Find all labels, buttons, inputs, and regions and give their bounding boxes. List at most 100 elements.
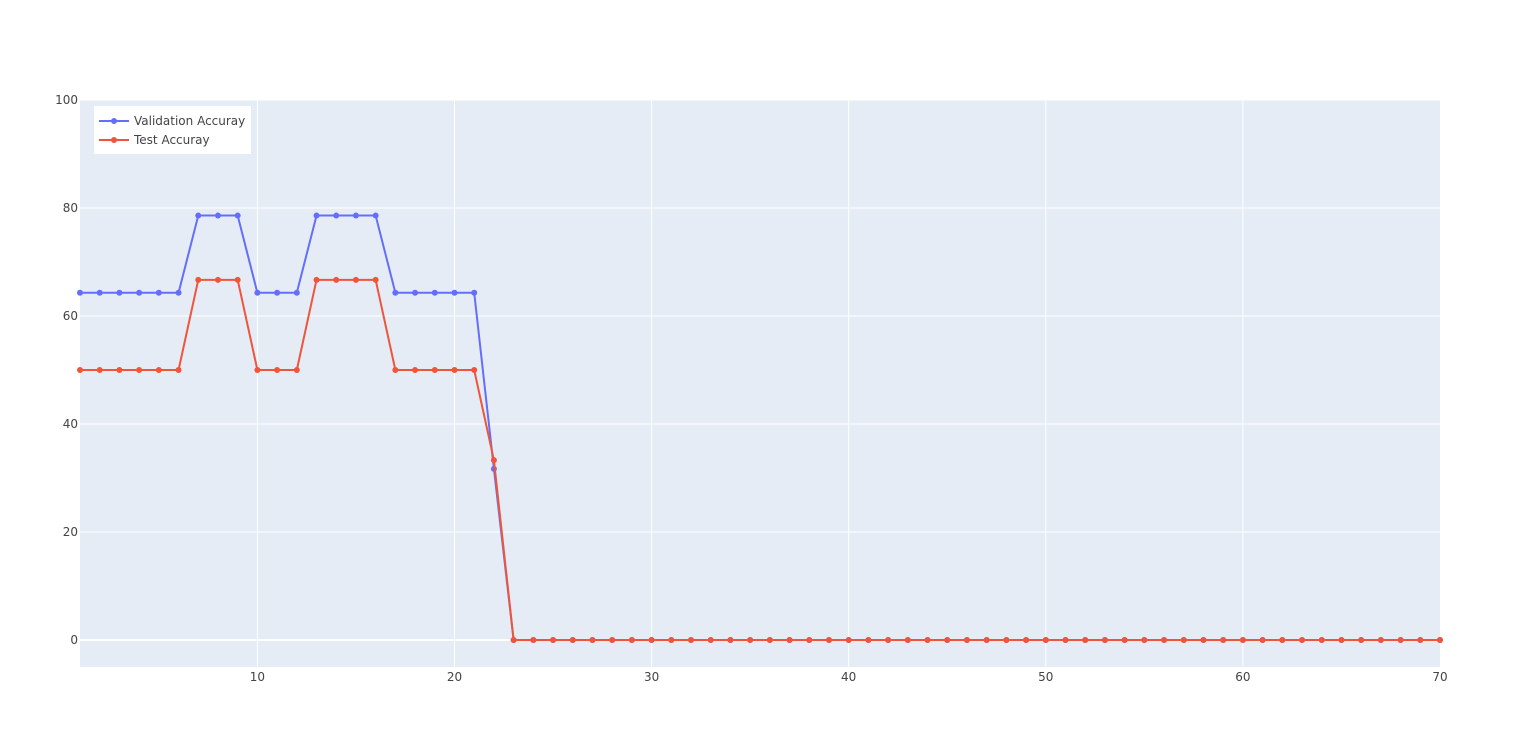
- data-point[interactable]: [155, 289, 162, 296]
- data-point[interactable]: [707, 637, 714, 643]
- data-point[interactable]: [77, 367, 83, 373]
- data-point[interactable]: [471, 367, 478, 373]
- data-point[interactable]: [136, 367, 143, 373]
- data-point[interactable]: [392, 289, 399, 296]
- data-point[interactable]: [530, 637, 537, 643]
- data-point[interactable]: [1417, 637, 1424, 643]
- data-point[interactable]: [175, 289, 182, 296]
- data-point[interactable]: [668, 637, 675, 643]
- x-tick-label: 50: [1038, 670, 1053, 684]
- data-point[interactable]: [1437, 637, 1443, 643]
- legend-item[interactable]: Validation Accuray: [99, 114, 245, 128]
- data-point[interactable]: [1259, 637, 1266, 643]
- data-point[interactable]: [155, 367, 162, 373]
- data-point[interactable]: [747, 637, 754, 643]
- legend[interactable]: Validation Accuray Test Accuray: [94, 106, 251, 154]
- data-point[interactable]: [96, 289, 103, 296]
- data-point[interactable]: [254, 367, 261, 373]
- data-point[interactable]: [1200, 637, 1207, 643]
- data-point[interactable]: [136, 289, 143, 296]
- data-point[interactable]: [490, 457, 497, 464]
- data-point[interactable]: [431, 289, 438, 296]
- data-point[interactable]: [1180, 637, 1187, 643]
- data-point[interactable]: [96, 367, 103, 373]
- data-point[interactable]: [234, 212, 241, 219]
- data-point[interactable]: [471, 289, 478, 296]
- series-test: [77, 276, 1443, 643]
- data-point[interactable]: [1082, 637, 1089, 643]
- data-point[interactable]: [293, 289, 300, 296]
- y-tick-label: 100: [55, 93, 78, 107]
- data-point[interactable]: [944, 637, 951, 643]
- data-point[interactable]: [116, 289, 123, 296]
- data-point[interactable]: [1279, 637, 1286, 643]
- data-point[interactable]: [904, 637, 911, 643]
- data-point[interactable]: [845, 637, 852, 643]
- data-point[interactable]: [786, 637, 793, 643]
- data-point[interactable]: [1358, 637, 1365, 643]
- data-point[interactable]: [865, 637, 872, 643]
- data-point[interactable]: [293, 367, 300, 373]
- data-point[interactable]: [1377, 637, 1384, 643]
- data-point[interactable]: [214, 276, 221, 283]
- data-point[interactable]: [175, 367, 182, 373]
- data-point[interactable]: [628, 637, 635, 643]
- data-point[interactable]: [77, 289, 83, 296]
- data-point[interactable]: [1220, 637, 1227, 643]
- data-point[interactable]: [806, 637, 813, 643]
- data-point[interactable]: [234, 276, 241, 283]
- data-point[interactable]: [352, 276, 359, 283]
- data-point[interactable]: [510, 637, 517, 643]
- data-point[interactable]: [1161, 637, 1168, 643]
- data-point[interactable]: [214, 212, 221, 219]
- data-point[interactable]: [885, 637, 892, 643]
- data-point[interactable]: [983, 637, 990, 643]
- y-tick-label: 20: [63, 525, 78, 539]
- data-point[interactable]: [313, 276, 320, 283]
- data-point[interactable]: [372, 276, 379, 283]
- data-point[interactable]: [1042, 637, 1049, 643]
- data-point[interactable]: [1003, 637, 1010, 643]
- data-point[interactable]: [313, 212, 320, 219]
- data-point[interactable]: [727, 637, 734, 643]
- data-point[interactable]: [333, 276, 340, 283]
- data-point[interactable]: [412, 367, 419, 373]
- data-point[interactable]: [1239, 637, 1246, 643]
- data-point[interactable]: [333, 212, 340, 219]
- data-point[interactable]: [766, 637, 773, 643]
- data-point[interactable]: [1299, 637, 1306, 643]
- data-point[interactable]: [609, 637, 616, 643]
- data-point[interactable]: [1023, 637, 1030, 643]
- data-point[interactable]: [1318, 637, 1325, 643]
- data-point[interactable]: [550, 637, 557, 643]
- data-point[interactable]: [352, 212, 359, 219]
- data-point[interactable]: [688, 637, 695, 643]
- data-point[interactable]: [648, 637, 655, 643]
- data-point[interactable]: [274, 367, 281, 373]
- data-point[interactable]: [1101, 637, 1108, 643]
- data-point[interactable]: [1062, 637, 1069, 643]
- data-point[interactable]: [569, 637, 576, 643]
- data-point[interactable]: [589, 637, 596, 643]
- data-point[interactable]: [195, 212, 202, 219]
- data-point[interactable]: [1121, 637, 1128, 643]
- data-point[interactable]: [1141, 637, 1148, 643]
- data-point[interactable]: [274, 289, 281, 296]
- data-point[interactable]: [372, 212, 379, 219]
- data-point[interactable]: [195, 276, 202, 283]
- data-point[interactable]: [254, 289, 261, 296]
- data-point[interactable]: [963, 637, 970, 643]
- data-point[interactable]: [412, 289, 419, 296]
- legend-item[interactable]: Test Accuray: [99, 133, 210, 147]
- data-point[interactable]: [1397, 637, 1404, 643]
- data-point[interactable]: [825, 637, 832, 643]
- data-point[interactable]: [1338, 637, 1345, 643]
- data-point[interactable]: [116, 367, 123, 373]
- plot-area-background: [80, 100, 1440, 667]
- data-point[interactable]: [451, 367, 458, 373]
- data-point[interactable]: [924, 637, 931, 643]
- data-point[interactable]: [392, 367, 399, 373]
- data-point[interactable]: [451, 289, 458, 296]
- x-axis-ticks: 10 20 30 40 50 60 70: [250, 670, 1448, 684]
- data-point[interactable]: [431, 367, 438, 373]
